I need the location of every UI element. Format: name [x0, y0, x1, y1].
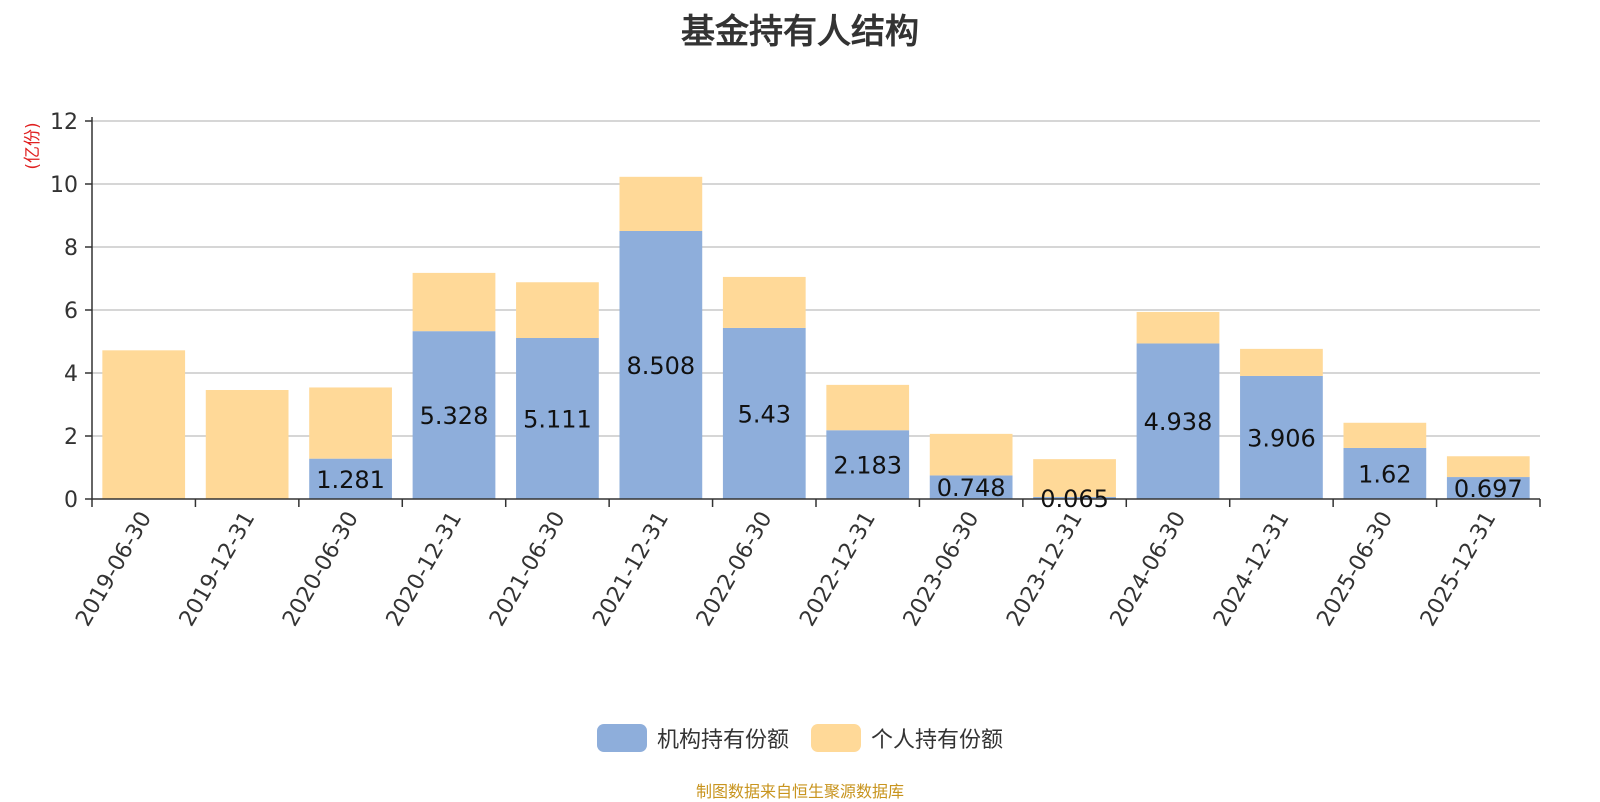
chart-title: 基金持有人结构	[681, 12, 919, 52]
data-label: 2.183	[833, 452, 902, 480]
y-tick-label: 6	[64, 299, 78, 324]
bar-individual	[309, 387, 392, 459]
x-tick-label: 2024-06-30	[1106, 508, 1192, 631]
bars	[102, 176, 1530, 500]
x-tick-label: 2025-06-30	[1312, 508, 1398, 631]
data-label: 1.281	[316, 466, 385, 494]
y-tick-label: 4	[64, 362, 78, 387]
x-tick-label: 2020-06-30	[278, 508, 364, 631]
x-tick-label: 2021-06-30	[485, 508, 571, 631]
bar-institutional	[1240, 375, 1323, 499]
legend: 机构持有份额 个人持有份额	[0, 722, 1600, 754]
y-tick-label: 0	[64, 488, 78, 513]
data-label: 5.328	[420, 402, 489, 430]
bar-institutional	[1343, 447, 1427, 499]
y-tick-label: 12	[50, 110, 78, 135]
legend-swatch-institutional	[596, 724, 647, 752]
x-tick-label: 2019-12-31	[175, 508, 261, 631]
bar-institutional	[1136, 343, 1220, 499]
data-label: 3.906	[1247, 424, 1316, 452]
bar-institutional	[619, 230, 703, 500]
legend-item-individual[interactable]: 个人持有份额	[811, 722, 1003, 754]
bar-individual	[1033, 459, 1116, 497]
legend-label-institutional: 机构持有份额	[656, 728, 789, 753]
x-tick-label: 2021-12-31	[588, 508, 674, 631]
data-labels: 1.281 5.328 5.111 8.508 5.43 2.183 0.748 0.065 4…	[316, 352, 1522, 513]
bar-institutional	[1446, 477, 1530, 499]
bar-institutional	[929, 475, 1013, 499]
bar-individual	[1446, 456, 1530, 478]
data-label: 1.62	[1358, 460, 1411, 488]
x-tick-label: 2020-12-31	[382, 508, 468, 631]
bar-individual	[1136, 311, 1220, 344]
data-label: 5.43	[738, 400, 791, 428]
x-tick-label: 2025-12-31	[1416, 508, 1502, 631]
bar-individual	[205, 390, 289, 499]
bar-institutional	[412, 331, 496, 499]
bar-institutional	[722, 327, 806, 499]
x-tick-label: 2022-12-31	[795, 508, 881, 631]
data-label: 8.508	[626, 352, 695, 380]
data-label: 0.697	[1454, 475, 1523, 503]
x-tick-label: 2023-06-30	[899, 508, 985, 631]
bar-individual	[826, 384, 910, 431]
bar-individual	[412, 272, 496, 332]
legend-swatch-individual	[811, 724, 861, 752]
y-axis-label: (亿份)	[23, 122, 43, 169]
data-label: 5.111	[523, 406, 592, 434]
bar-individual	[1240, 348, 1323, 376]
legend-label-individual: 个人持有份额	[871, 728, 1004, 753]
bar-institutional	[1033, 496, 1116, 499]
bar-individual	[1343, 422, 1427, 448]
bar-individual	[722, 276, 806, 328]
legend-item-institutional[interactable]: 机构持有份额	[596, 722, 789, 754]
bar-institutional	[516, 338, 599, 499]
data-label: 0.065	[1040, 485, 1109, 513]
y-tick-label: 8	[64, 236, 78, 261]
y-tick-label: 10	[50, 173, 78, 198]
bar-individual	[619, 176, 703, 231]
data-label: 0.748	[937, 474, 1006, 502]
bar-institutional	[826, 430, 910, 499]
bar-individual	[929, 433, 1013, 476]
source-note: 制图数据来自恒生聚源数据库	[695, 782, 904, 801]
bar-institutional	[309, 458, 392, 499]
x-tick-label: 2023-12-31	[1002, 508, 1088, 631]
y-tick-label: 2	[64, 425, 78, 450]
bar-individual	[516, 282, 599, 339]
x-tick-label: 2022-06-30	[692, 508, 778, 631]
x-tick-label: 2019-06-30	[71, 508, 157, 631]
bar-individual	[102, 350, 186, 499]
x-tick-label: 2024-12-31	[1209, 508, 1295, 631]
data-label: 4.938	[1144, 408, 1213, 436]
